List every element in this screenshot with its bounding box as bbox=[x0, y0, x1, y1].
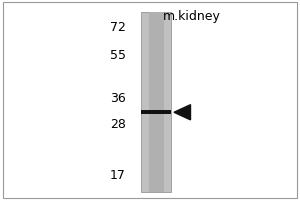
Text: 28: 28 bbox=[110, 118, 126, 131]
Text: 72: 72 bbox=[110, 21, 126, 34]
Bar bbox=[148, 12, 164, 192]
Bar bbox=[141, 12, 171, 192]
Text: 55: 55 bbox=[110, 49, 126, 62]
Bar bbox=[141, 110, 171, 114]
Polygon shape bbox=[174, 105, 190, 120]
Text: m.kidney: m.kidney bbox=[163, 10, 221, 23]
Text: 36: 36 bbox=[110, 92, 126, 105]
Text: 17: 17 bbox=[110, 169, 126, 182]
